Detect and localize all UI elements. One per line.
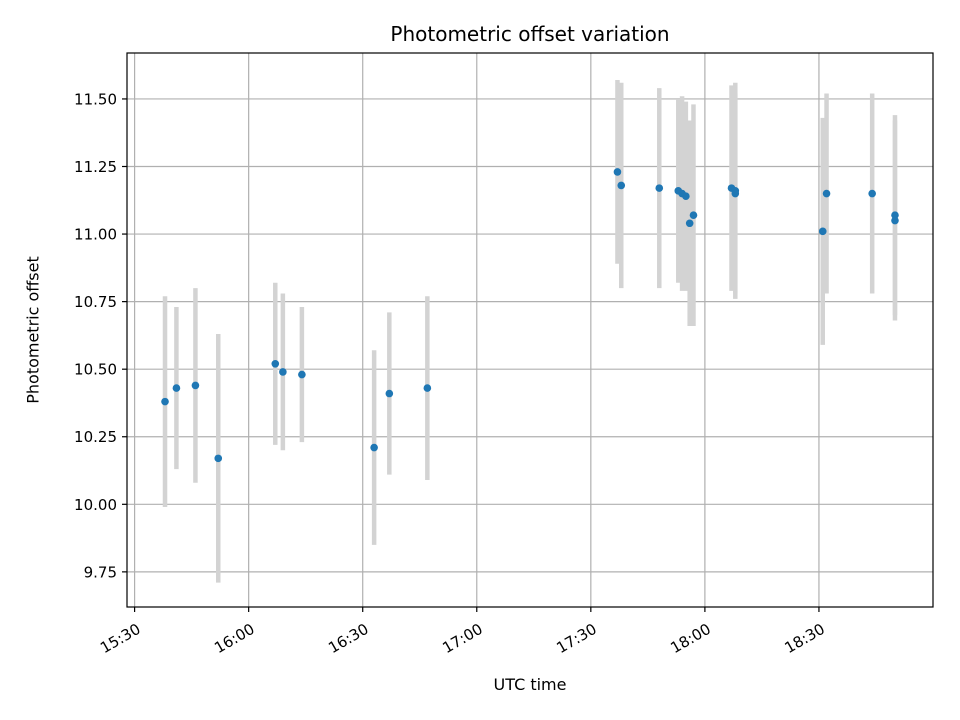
data-point: [161, 397, 169, 406]
data-points: [161, 168, 899, 463]
y-tick-label: 11.25: [74, 158, 117, 176]
data-point: [818, 227, 827, 236]
y-tick-label: 11.00: [74, 226, 117, 244]
data-point: [423, 384, 432, 392]
data-point: [271, 359, 280, 368]
data-point: [617, 181, 626, 190]
data-point: [685, 219, 694, 228]
data-point: [298, 370, 306, 379]
y-tick-label: 10.00: [74, 496, 117, 514]
data-point: [689, 211, 698, 219]
grid-lines: [127, 53, 933, 607]
data-point: [279, 368, 287, 376]
y-tick-label: 10.75: [74, 293, 117, 311]
plot-border: [126, 52, 934, 608]
data-point: [613, 168, 622, 176]
y-tick-label: 10.50: [74, 361, 117, 379]
y-tick-label: 10.25: [74, 428, 117, 446]
axis-ticks: [122, 98, 820, 612]
data-point: [214, 454, 223, 463]
data-point: [891, 216, 899, 225]
data-point: [822, 189, 831, 198]
y-tick-label: 9.75: [84, 563, 117, 581]
data-point: [868, 189, 876, 198]
data-point: [191, 381, 200, 390]
data-point: [385, 389, 394, 398]
data-point: [682, 192, 690, 201]
data-point: [172, 384, 181, 392]
data-point: [370, 443, 378, 452]
data-point: [731, 189, 740, 198]
chart-title: Photometric offset variation: [390, 22, 670, 46]
data-point: [655, 184, 664, 192]
y-tick-label: 11.50: [74, 90, 117, 108]
x-axis-label: UTC time: [493, 675, 567, 694]
data-point: [891, 211, 899, 219]
y-axis-label: Photometric offset: [23, 256, 43, 404]
